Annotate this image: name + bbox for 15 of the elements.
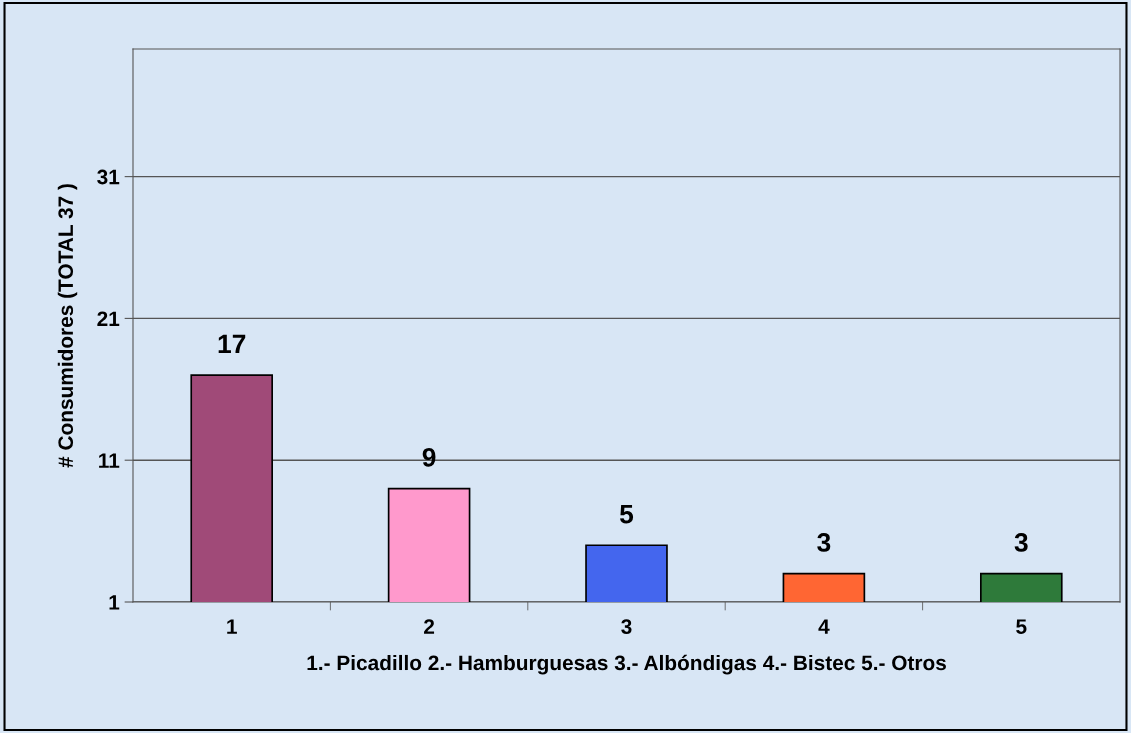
x-axis-title: 1.- Picadillo 2.- Hamburguesas 3.- Albóndigas 4.- Bistec 5.- Otros (307, 654, 946, 675)
data-label: 5 (619, 504, 634, 524)
data-label: 3 (817, 533, 831, 552)
x-tick-label: 2 (424, 619, 435, 634)
y-tick-label: 31 (97, 169, 120, 185)
y-tick-label: 11 (99, 453, 120, 468)
y-axis-title: # Consumidores (TOTAL 37 ) (57, 184, 78, 468)
y-tick-label: 21 (97, 311, 120, 326)
x-tick-label: 4 (818, 619, 830, 634)
x-tick-label: 3 (621, 619, 632, 634)
x-tick-label: 5 (1016, 619, 1027, 634)
x-tick-label: 1 (227, 619, 237, 634)
data-label: 17 (218, 334, 246, 353)
y-tick-label: 1 (109, 595, 120, 610)
data-label: 3 (1014, 533, 1028, 552)
